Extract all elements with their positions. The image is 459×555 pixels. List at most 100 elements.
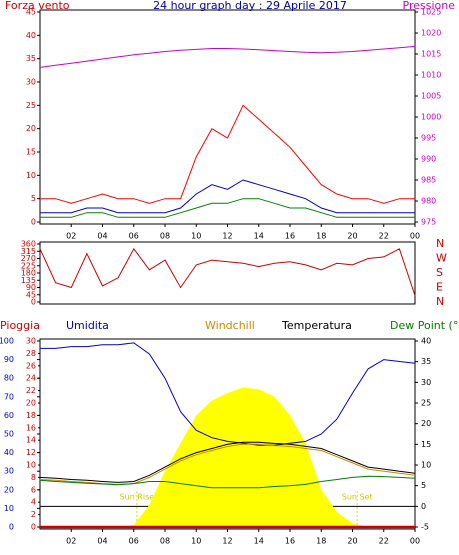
y3-tick-label: 18 [26,411,36,420]
y-tick-label: 0 [9,523,14,532]
y-tick-label: 30 [4,467,14,476]
y-tick-label: 70 [4,392,14,401]
y2-tick-label: 975 [421,218,436,227]
compass-label: N [436,295,444,308]
y2-tick-label: 980 [421,197,436,206]
y3-tick-label: 24 [26,374,36,383]
y-tick-label: 15 [26,148,36,157]
x-tick-label: 10 [191,232,201,241]
y2-tick-label: 1020 [421,29,441,38]
y3-tick-label: 6 [31,485,36,494]
compass-label: N [436,237,444,250]
y2-tick-label: 1015 [421,50,441,59]
legend-entry: Umidita [66,319,109,332]
y-tick-label: 20 [4,485,14,494]
line [39,441,416,483]
y-tick-label: 0 [31,298,36,307]
x-tick-label: 12 [222,232,232,241]
x-tick-label: 02 [66,537,76,546]
x-tick-label: 16 [285,232,295,241]
x-tick-label: 02 [66,232,76,241]
y2-tick-label: 985 [421,176,436,185]
line [40,179,415,214]
y3-tick-label: 20 [26,399,36,408]
x-tick-label: 22 [379,232,389,241]
y2-tick-label: 10 [421,461,431,470]
y-tick-label: 135 [21,276,36,285]
y3-tick-label: 10 [26,461,36,470]
y-axis-label: Forza vento [5,0,70,12]
y2-tick-label: 15 [421,440,431,449]
y2-tick-label: 1005 [421,92,441,101]
area [40,387,415,527]
y3-tick-label: 2 [31,510,36,519]
annotation: Sun Rise [120,493,155,502]
y-tick-label: 180 [21,269,36,278]
line [39,475,416,489]
y-tick-label: 90 [26,283,36,292]
y-tick-label: 100 [0,337,14,346]
y3-tick-label: 28 [26,349,36,358]
line [40,342,416,446]
x-tick-label: 18 [316,232,326,241]
line [39,247,416,296]
chart-title: 24 hour graph day : 29 Aprile 2017 [153,0,347,12]
y-tick-label: 50 [4,430,14,439]
y3-tick-label: 0 [31,523,36,532]
y-tick-label: 360 [21,240,36,249]
x-tick-label: 20 [347,537,357,546]
y-tick-label: 10 [4,504,14,513]
y-tick-label: 25 [26,101,36,110]
x-tick-label: 22 [379,537,389,546]
y3-tick-label: 12 [26,448,36,457]
line [40,198,415,218]
legend-entry: Dew Point (°C [390,319,459,332]
line [39,45,416,68]
x-tick-label: 04 [97,537,107,546]
y3-tick-label: 26 [26,361,36,370]
y-tick-label: 40 [26,31,36,40]
y2-tick-label: 25 [421,399,431,408]
y3-tick-label: 8 [31,473,36,482]
compass-label: S [436,266,443,279]
x-tick-label: 12 [222,537,232,546]
x-tick-label: 14 [254,232,264,241]
x-tick-label: 08 [160,537,170,546]
x-tick-label: 08 [160,232,170,241]
y2-tick-label: 0 [421,502,426,511]
y2-tick-label: 35 [421,357,431,366]
compass-label: E [436,281,443,294]
y-tick-label: 5 [31,194,36,203]
y2-tick-label: -5 [421,523,429,532]
y2-tick-label: 5 [421,481,426,490]
y3-tick-label: 22 [26,386,36,395]
legend-entry: Windchill [205,319,255,332]
y3-tick-label: 4 [31,498,36,507]
y2-tick-label: 30 [421,378,431,387]
y3-tick-label: 30 [26,337,36,346]
x-tick-label: 20 [347,232,357,241]
y3-tick-label: 16 [26,423,36,432]
x-tick-label: 06 [129,537,139,546]
y-tick-label: 30 [26,78,36,87]
x-tick-label: 14 [254,537,264,546]
y-tick-label: 270 [21,254,36,263]
y2-tick-label: 990 [421,155,436,164]
y-tick-label: 45 [26,290,36,299]
legend-entry: Temperatura [281,319,352,332]
x-tick-label: 00 [410,232,420,241]
y-tick-label: 80 [4,374,14,383]
y2-tick-label: 20 [421,419,431,428]
y2-tick-label: 1025 [421,8,441,17]
line [40,104,415,204]
y-tick-label: 60 [4,411,14,420]
x-tick-label: 16 [285,537,295,546]
y-tick-label: 45 [26,8,36,17]
compass-label: W [436,252,447,265]
y-tick-label: 225 [21,261,36,270]
y2-axis-label: Pressione [403,0,456,12]
x-tick-label: 00 [410,537,420,546]
y-tick-label: 0 [31,218,36,227]
y-tick-label: 10 [26,171,36,180]
